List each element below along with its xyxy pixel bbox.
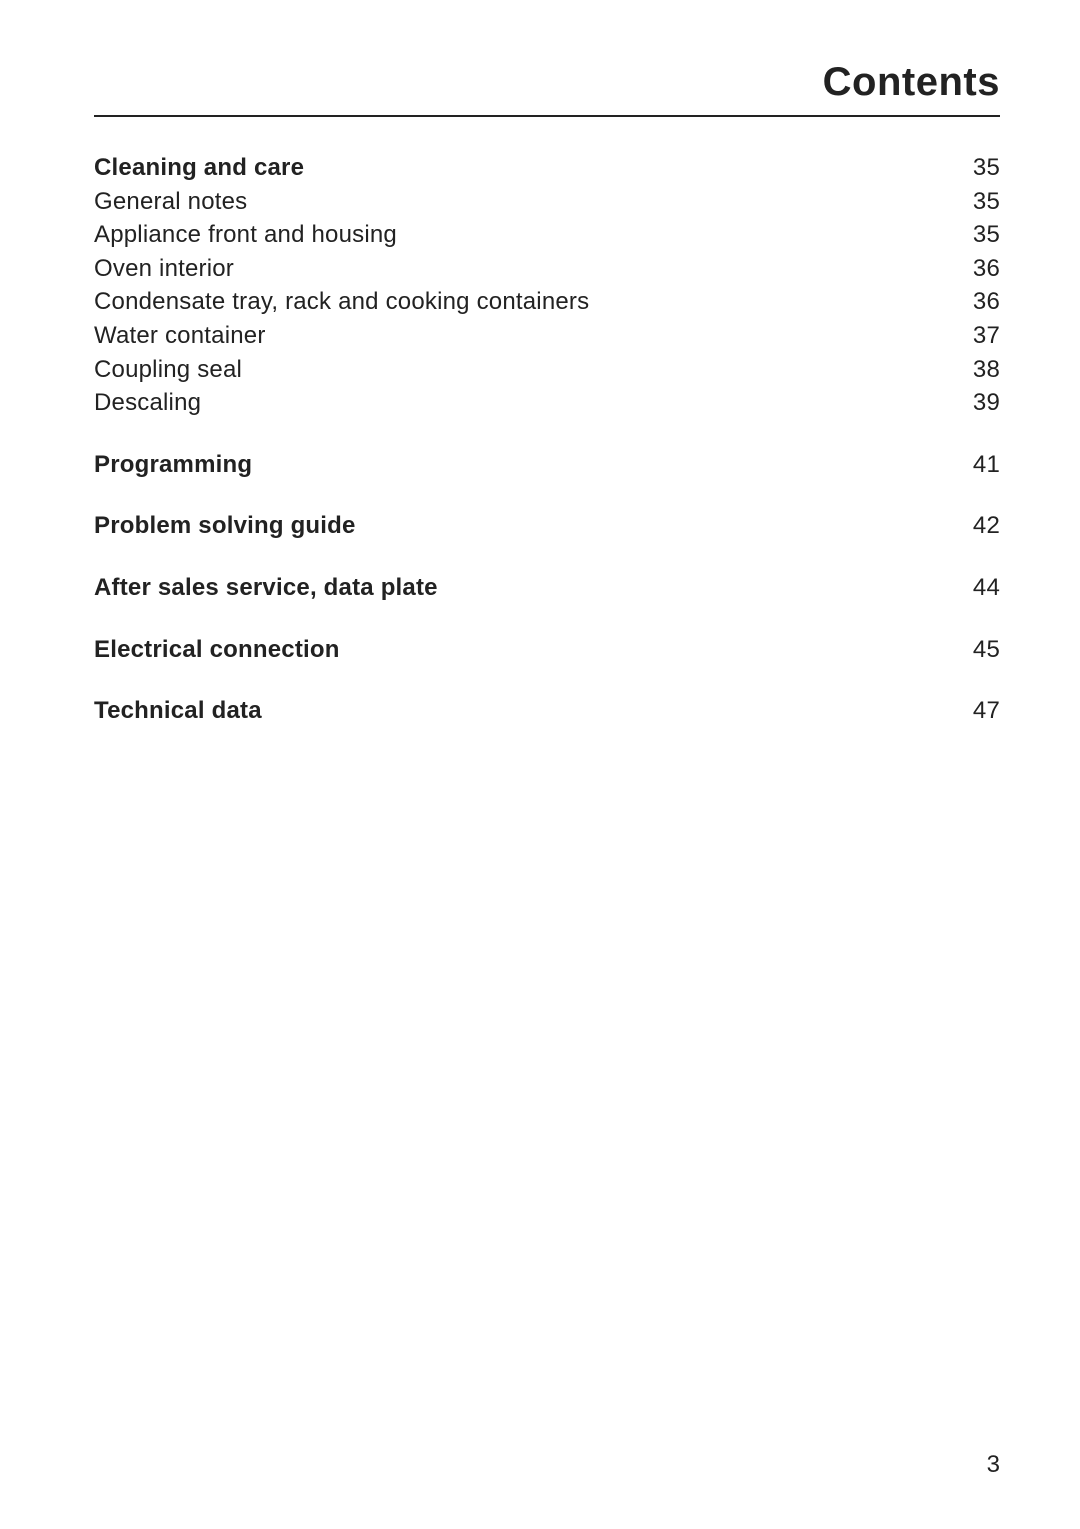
toc-label: Technical data xyxy=(94,694,262,728)
page-number: 3 xyxy=(987,1451,1000,1479)
toc-row: Technical data 47 xyxy=(94,694,1000,728)
header-rule xyxy=(94,115,1000,117)
toc-page: 37 xyxy=(973,319,1000,353)
toc-group: Cleaning and care 35 General notes 35 Ap… xyxy=(94,151,1000,420)
toc-label: Descaling xyxy=(94,386,201,420)
toc-group: Technical data 47 xyxy=(94,694,1000,728)
toc-row: Programming 41 xyxy=(94,448,1000,482)
toc-label: After sales service, data plate xyxy=(94,571,438,605)
table-of-contents: Cleaning and care 35 General notes 35 Ap… xyxy=(94,151,1000,728)
toc-row: Water container 37 xyxy=(94,319,1000,353)
toc-row: After sales service, data plate 44 xyxy=(94,571,1000,605)
toc-group: Problem solving guide 42 xyxy=(94,509,1000,543)
toc-row: Cleaning and care 35 xyxy=(94,151,1000,185)
page: Contents Cleaning and care 35 General no… xyxy=(0,0,1080,1529)
toc-label: Appliance front and housing xyxy=(94,218,397,252)
toc-label: Electrical connection xyxy=(94,633,340,667)
toc-page: 41 xyxy=(973,448,1000,482)
toc-row: Electrical connection 45 xyxy=(94,633,1000,667)
toc-page: 45 xyxy=(973,633,1000,667)
toc-row: Coupling seal 38 xyxy=(94,353,1000,387)
toc-page: 42 xyxy=(973,509,1000,543)
header-title: Contents xyxy=(94,60,1000,115)
toc-row: Problem solving guide 42 xyxy=(94,509,1000,543)
toc-page: 38 xyxy=(973,353,1000,387)
toc-page: 35 xyxy=(973,218,1000,252)
toc-page: 35 xyxy=(973,185,1000,219)
toc-page: 47 xyxy=(973,694,1000,728)
toc-page: 36 xyxy=(973,285,1000,319)
toc-label: Oven interior xyxy=(94,252,234,286)
toc-row: Descaling 39 xyxy=(94,386,1000,420)
toc-label: Condensate tray, rack and cooking contai… xyxy=(94,285,589,319)
toc-group: Programming 41 xyxy=(94,448,1000,482)
toc-page: 44 xyxy=(973,571,1000,605)
toc-label: Coupling seal xyxy=(94,353,242,387)
toc-page: 35 xyxy=(973,151,1000,185)
toc-group: Electrical connection 45 xyxy=(94,633,1000,667)
toc-label: Problem solving guide xyxy=(94,509,356,543)
toc-row: General notes 35 xyxy=(94,185,1000,219)
toc-label: General notes xyxy=(94,185,247,219)
toc-label: Cleaning and care xyxy=(94,151,304,185)
toc-page: 36 xyxy=(973,252,1000,286)
toc-label: Programming xyxy=(94,448,252,482)
toc-row: Condensate tray, rack and cooking contai… xyxy=(94,285,1000,319)
toc-group: After sales service, data plate 44 xyxy=(94,571,1000,605)
toc-page: 39 xyxy=(973,386,1000,420)
toc-row: Oven interior 36 xyxy=(94,252,1000,286)
toc-row: Appliance front and housing 35 xyxy=(94,218,1000,252)
toc-label: Water container xyxy=(94,319,266,353)
